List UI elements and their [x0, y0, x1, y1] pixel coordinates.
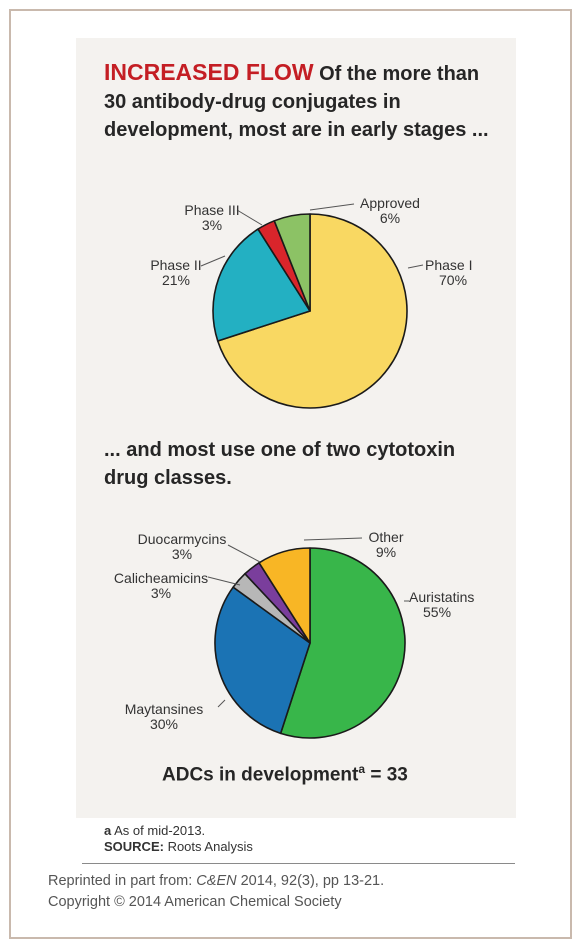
summary-footnote-marker: a: [358, 762, 366, 776]
slice-value-other: 9%: [376, 544, 396, 560]
slice-value-calicheamicins: 3%: [151, 585, 171, 601]
divider: [82, 863, 515, 864]
slice-label-phase-iii: Phase III: [184, 202, 239, 218]
reprint-credit: Reprinted in part from: C&EN 2014, 92(3)…: [48, 871, 548, 913]
journal-name: C&EN: [196, 873, 237, 889]
notes: a As of mid-2013. SOURCE: Roots Analysis: [104, 823, 253, 855]
headline-text: Of the more than 30 antibody-drug conjug…: [104, 63, 489, 141]
pie-slice-other: [258, 547, 311, 644]
leader-line-phase-ii: [200, 255, 226, 267]
pie-slice-maytansines: [214, 586, 311, 735]
leader-line-calicheamicins: [207, 576, 241, 586]
source-text: Roots Analysis: [163, 839, 253, 854]
pie-slice-phase-i: [216, 213, 408, 409]
leader-line-maytansines: [217, 699, 226, 708]
headline-lead: INCREASED FLOW: [104, 59, 314, 85]
slice-value-phase-i: 70%: [439, 272, 467, 288]
pie-slice-approved: [273, 213, 311, 312]
slice-value-maytansines: 30%: [150, 716, 178, 732]
slice-label-other: Other: [368, 529, 403, 545]
summary-value: = 33: [365, 764, 408, 786]
slice-value-auristatins: 55%: [423, 604, 451, 620]
slice-label-duocarmycins: Duocarmycins: [138, 531, 227, 547]
leader-line-approved: [309, 203, 355, 211]
source-line: SOURCE: Roots Analysis: [104, 839, 253, 855]
leader-line-phase-iii: [236, 209, 263, 226]
copyright-line: Copyright © 2014 American Chemical Socie…: [48, 894, 342, 910]
credit-prefix: Reprinted in part from:: [48, 873, 197, 889]
slice-label-phase-i: Phase I: [425, 257, 472, 273]
slice-label-auristatins: Auristatins: [409, 589, 474, 605]
slice-value-approved: 6%: [380, 210, 400, 226]
footnote-marker: a: [104, 823, 112, 838]
citation-text: 2014, 92(3), pp 13-21.: [236, 873, 385, 889]
footnote: a As of mid-2013.: [104, 823, 253, 839]
pie-slice-auristatins: [279, 547, 406, 739]
leader-line-duocarmycins: [227, 544, 261, 563]
summary-line: ADCs in developmenta = 33: [162, 762, 408, 786]
subheadline: ... and most use one of two cytotoxin dr…: [104, 439, 456, 489]
headline: INCREASED FLOW Of the more than 30 antib…: [104, 58, 504, 144]
slice-label-approved: Approved: [360, 195, 420, 211]
slice-label-calicheamicins: Calicheamicins: [114, 570, 208, 586]
source-label: SOURCE:: [104, 839, 164, 854]
slice-value-phase-ii: 21%: [162, 272, 190, 288]
leader-line-other: [303, 537, 363, 541]
slice-label-maytansines: Maytansines: [125, 701, 204, 717]
footnote-text: As of mid-2013.: [111, 823, 206, 838]
summary-text: ADCs in development: [162, 764, 359, 786]
slice-value-duocarmycins: 3%: [172, 546, 192, 562]
pie-slice-phase-ii: [212, 228, 311, 342]
citation-line: Reprinted in part from: C&EN 2014, 92(3)…: [48, 871, 548, 892]
leader-line-phase-i: [407, 264, 424, 269]
slice-value-phase-iii: 3%: [202, 217, 222, 233]
slice-label-phase-ii: Phase II: [150, 257, 201, 273]
